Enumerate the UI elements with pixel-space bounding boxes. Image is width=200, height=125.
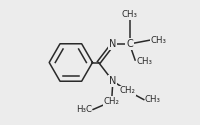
Text: CH₃: CH₃ [136, 57, 152, 66]
Text: H₃C: H₃C [76, 105, 92, 114]
Text: C: C [126, 39, 132, 49]
Text: N: N [109, 39, 116, 49]
Text: CH₂: CH₂ [103, 97, 119, 106]
Text: CH₂: CH₂ [119, 86, 135, 95]
Text: N: N [109, 76, 116, 86]
Text: CH₃: CH₃ [150, 36, 166, 45]
Text: CH₃: CH₃ [121, 10, 137, 19]
Text: CH₃: CH₃ [144, 95, 160, 104]
